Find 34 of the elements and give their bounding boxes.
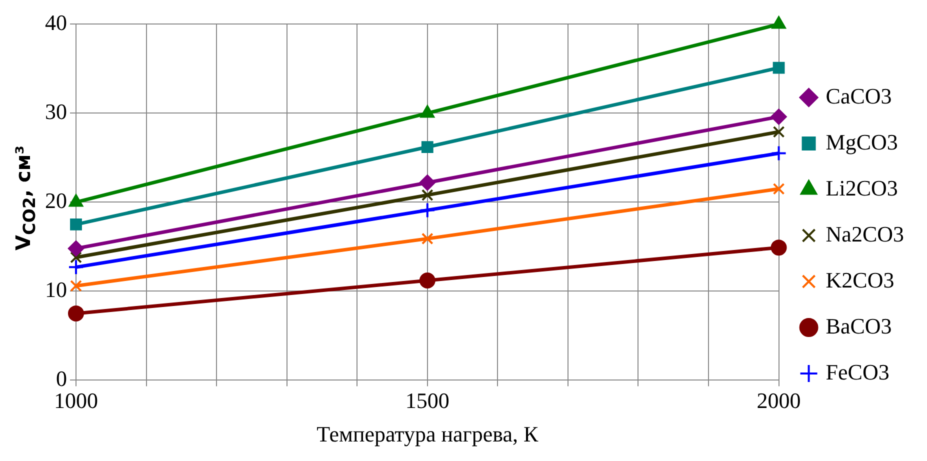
y-tick-label: 40 — [45, 10, 67, 35]
point — [68, 240, 84, 256]
point — [70, 280, 82, 292]
y-tick-label: 10 — [45, 276, 67, 302]
point — [772, 62, 785, 74]
y-tick-label: 0 — [56, 366, 67, 391]
point — [419, 272, 436, 289]
legend-label: K2CO3 — [826, 267, 894, 292]
legend-label: CaCO3 — [826, 83, 892, 108]
point — [68, 259, 84, 276]
point — [70, 251, 82, 264]
point — [770, 240, 787, 256]
x-tick-label: 1500 — [405, 388, 450, 414]
point — [421, 189, 434, 202]
point — [770, 145, 787, 162]
point — [421, 141, 434, 153]
point — [772, 182, 785, 195]
y-tick-label: 30 — [45, 98, 67, 124]
point — [421, 232, 434, 245]
point — [419, 174, 436, 191]
x-axis-title: Температура нагрева, К — [316, 422, 538, 447]
point — [772, 126, 785, 138]
x-tick-label: 1000 — [54, 388, 98, 414]
y-tick-label: 20 — [45, 188, 67, 213]
legend-label: Li2CO3 — [826, 175, 898, 200]
point — [419, 202, 436, 218]
point — [68, 305, 84, 322]
point — [770, 108, 787, 125]
legend-label: MgCO3 — [826, 129, 898, 154]
legend-label: BaCO3 — [826, 313, 892, 338]
x-tick-label: 2000 — [756, 388, 801, 414]
legend-label: Na2CO3 — [826, 221, 904, 246]
legend-label: FeCO3 — [826, 359, 890, 384]
point — [70, 218, 82, 230]
